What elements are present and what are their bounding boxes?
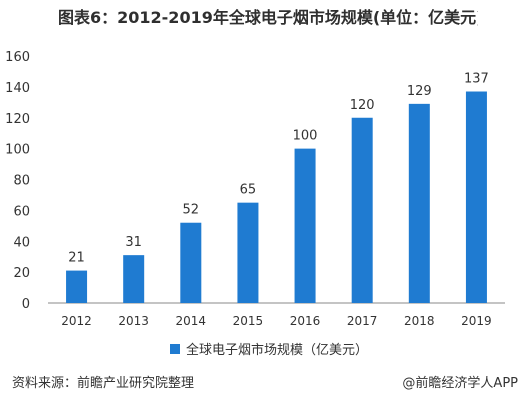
y-tick-label: 140 [5, 81, 30, 96]
bar [408, 103, 430, 303]
bar-value-label: 129 [407, 84, 432, 99]
bar [465, 91, 487, 303]
credit-text: @前瞻经济学人APP [402, 376, 518, 391]
y-tick-label: 40 [13, 235, 30, 250]
x-tick-label: 2016 [290, 314, 321, 328]
bar [66, 270, 88, 303]
bar [294, 148, 316, 303]
y-tick-label: 60 [13, 204, 30, 219]
bar-value-label: 21 [68, 251, 85, 266]
y-tick-label: 120 [5, 112, 30, 127]
y-tick-label: 20 [13, 266, 30, 281]
bar-value-label: 65 [240, 183, 257, 198]
bar [237, 202, 259, 303]
chart-legend: 全球电子烟市场规模（亿美元） [170, 339, 368, 358]
legend-label: 全球电子烟市场规模（亿美元） [186, 343, 369, 358]
bar-value-label: 31 [125, 235, 142, 250]
bar-value-label: 120 [350, 98, 375, 113]
bar [351, 117, 373, 303]
bar [123, 255, 145, 303]
x-tick-label: 2019 [461, 314, 492, 328]
y-tick-label: 160 [5, 50, 30, 65]
bar-value-label: 52 [183, 203, 200, 218]
y-tick-label: 100 [5, 143, 30, 158]
x-tick-label: 2018 [404, 314, 435, 328]
chart-title: 图表6：2012-2019年全球电子烟市场规模(单位：亿美元) [58, 8, 478, 27]
x-tick-label: 2015 [233, 314, 264, 328]
source-text: 资料来源：前瞻产业研究院整理 [12, 376, 195, 391]
y-tick-label: 80 [13, 174, 30, 189]
x-tick-label: 2012 [61, 314, 92, 328]
x-tick-label: 2017 [347, 314, 378, 328]
y-tick-label: 0 [22, 297, 30, 312]
x-tick-label: 2013 [118, 314, 149, 328]
bar-value-label: 137 [464, 72, 489, 87]
legend-swatch [170, 343, 180, 354]
x-tick-label: 2014 [176, 314, 207, 328]
bar-value-label: 100 [293, 129, 318, 144]
bar [180, 222, 202, 303]
